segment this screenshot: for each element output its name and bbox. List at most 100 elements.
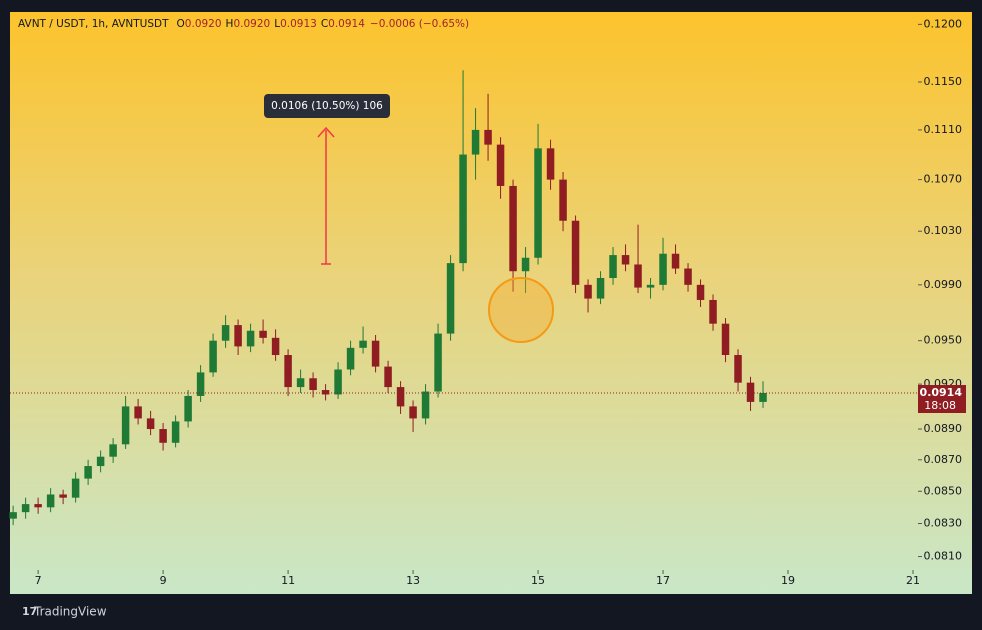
candle-body [571, 220, 580, 285]
candle-body [221, 325, 230, 341]
ohlc-value: 0.0913 [280, 18, 317, 30]
y-tick-label: 0.1070 [924, 173, 963, 186]
measure-box [264, 94, 390, 118]
x-tick-label: 19 [781, 574, 795, 587]
candle-body [596, 278, 605, 299]
candle-body [609, 255, 617, 279]
y-tick-label: 0.0950 [924, 334, 963, 347]
candle-body [321, 390, 330, 395]
candle-body [459, 154, 467, 264]
candle-body [434, 333, 442, 392]
candle-body [521, 257, 530, 272]
header: AVNT / USDT, 1h, AVNTUSDT O0.0920 H0.0920 L… [18, 18, 469, 30]
last-price-box [918, 384, 966, 413]
candle-body [359, 340, 367, 348]
x-tick-label: 11 [281, 574, 295, 587]
y-tick-label: 0.1030 [924, 224, 963, 237]
change: −0.0006 (−0.65%) [370, 18, 469, 30]
candle-body [484, 129, 492, 145]
candle-body [634, 264, 642, 288]
x-tick-label: 7 [35, 574, 42, 587]
candle-body [109, 444, 117, 457]
candle-body [246, 330, 255, 347]
y-tick-label: 0.0990 [924, 278, 963, 291]
y-tick-label: 0.1200 [924, 17, 963, 30]
candle-body [371, 340, 380, 367]
candle-body [496, 144, 505, 186]
x-tick-label: 15 [531, 574, 545, 587]
candle-body [734, 355, 742, 383]
candle-body [184, 395, 192, 422]
candle-body [121, 406, 130, 445]
ohlc-key: O [177, 18, 185, 30]
measure-head [317, 126, 335, 138]
candle-body [509, 185, 517, 272]
candle-body [646, 284, 655, 288]
highlight-circle [488, 277, 554, 343]
y-tick-label: 0.0830 [924, 517, 963, 530]
logo-mark: 17 [22, 605, 37, 618]
candle-body [284, 355, 292, 388]
candle-body [209, 340, 217, 373]
y-tick-label: 0.0810 [924, 550, 963, 563]
y-tick-label: 0.1110 [924, 123, 963, 136]
symbol: AVNT / USDT, 1h, AVNTUSDT [18, 18, 169, 30]
candle-body [396, 387, 405, 407]
x-tick-label: 9 [160, 574, 167, 587]
y-tick-label: 0.0890 [924, 422, 963, 435]
ohlc-value: 0.0920 [185, 18, 222, 30]
candle-body [21, 504, 30, 513]
candle-body [621, 255, 630, 265]
candle-body [159, 429, 167, 443]
candle-body [59, 494, 67, 498]
candle-body [146, 418, 155, 430]
candle-body [446, 263, 455, 334]
candle-body [296, 378, 305, 388]
candle-body [709, 299, 717, 324]
countdown: 18:08 [924, 399, 956, 412]
candle-body [684, 268, 692, 285]
candle-body [471, 129, 480, 155]
candle-body [384, 366, 392, 388]
candle-body [409, 406, 417, 419]
candle-body [84, 466, 92, 479]
candle-body [9, 512, 17, 519]
candle-body [259, 330, 267, 338]
candle-body [34, 504, 42, 508]
candle-body [759, 392, 767, 402]
candle-body [421, 391, 430, 419]
y-tick-label: 0.1150 [924, 75, 963, 88]
candle-body [309, 378, 317, 391]
candle-body [346, 347, 355, 370]
candle-body [696, 284, 705, 300]
ohlc-key: C [321, 18, 328, 30]
candle-body [721, 323, 730, 356]
candle-body [96, 456, 105, 467]
candle-body [134, 406, 142, 419]
candle-body [671, 253, 680, 269]
candle-body [746, 382, 755, 402]
ohlc-key: L [274, 18, 280, 30]
measure-label: 0.0106 (10.50%) 106 [271, 100, 383, 112]
ohlc-value: 0.0914 [328, 18, 365, 30]
ohlc-key: H [226, 18, 234, 30]
candle-body [334, 369, 342, 395]
brand: TradingView [33, 605, 107, 619]
candle-body [171, 421, 180, 443]
y-tick-label: 0.0870 [924, 453, 963, 466]
candle-body [534, 148, 542, 258]
candle-body [71, 478, 80, 498]
candle-body [196, 372, 205, 396]
ohlc-value: 0.0920 [233, 18, 270, 30]
candle-body [271, 337, 280, 356]
candle-body [234, 325, 242, 347]
candle-body [546, 148, 555, 180]
plot-background [10, 12, 972, 594]
x-tick-label: 21 [906, 574, 920, 587]
candle-body [584, 284, 592, 299]
x-tick-label: 13 [406, 574, 420, 587]
candle-body [559, 179, 567, 221]
y-tick-label: 0.0850 [924, 484, 963, 497]
